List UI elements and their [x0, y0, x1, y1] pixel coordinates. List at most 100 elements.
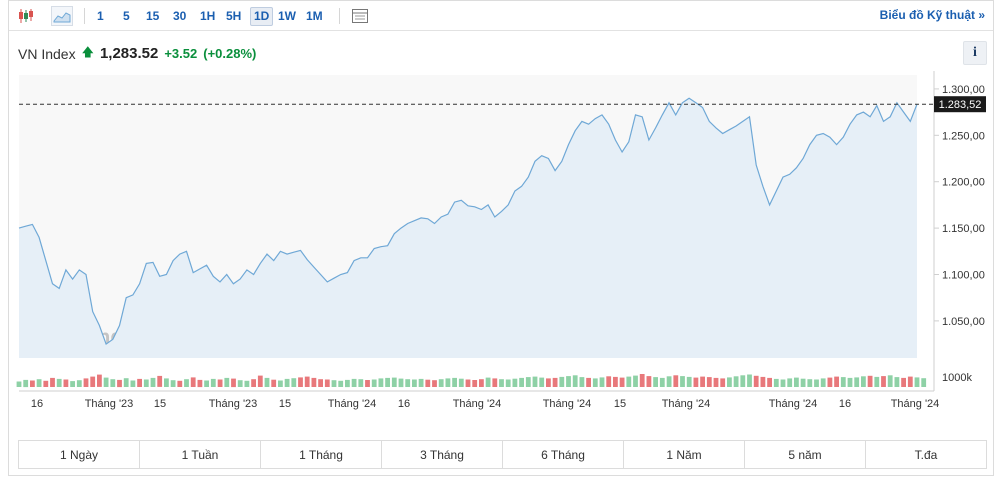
volume-bar — [90, 376, 96, 387]
volume-bar — [385, 377, 390, 387]
range-button[interactable]: 3 Tháng — [382, 441, 503, 468]
volume-bar — [646, 376, 652, 387]
volume-bar — [760, 376, 766, 387]
interval-1w[interactable]: 1W — [278, 9, 296, 23]
volume-bar — [123, 378, 129, 387]
volume-bar — [345, 379, 350, 388]
volume-bar — [16, 381, 22, 387]
price-area — [19, 98, 917, 358]
volume-bar — [110, 379, 116, 387]
volume-bar — [633, 375, 638, 387]
volume-bar — [204, 380, 209, 387]
volume-bar — [479, 379, 484, 387]
x-tick-label: Tháng '23 — [209, 398, 258, 410]
volume-axis-label: 1000k — [942, 372, 972, 384]
price-chart[interactable]: Investing.com1.283,521.050,001.100,001.1… — [9, 1, 993, 431]
volume-bar — [56, 378, 62, 387]
volume-bar — [63, 379, 69, 387]
x-tick-label: Tháng '24 — [453, 398, 502, 410]
volume-bar — [881, 376, 886, 387]
volume-bar — [901, 377, 906, 387]
interval-1m[interactable]: 1M — [306, 9, 323, 23]
volume-bar — [418, 378, 424, 387]
interval-1d[interactable]: 1D — [250, 7, 274, 26]
range-button[interactable]: 1 Năm — [624, 441, 745, 468]
volume-bar — [291, 378, 297, 387]
volume-bar — [867, 375, 873, 387]
volume-bar — [532, 376, 538, 387]
range-button[interactable]: 1 Tuần — [140, 441, 261, 468]
info-button[interactable]: i — [963, 41, 987, 65]
volume-bar — [914, 377, 920, 387]
volume-bar — [861, 376, 866, 387]
volume-bar — [23, 379, 29, 388]
volume-bar — [733, 376, 739, 387]
volume-bar — [680, 376, 685, 387]
volume-bar — [257, 375, 263, 387]
volume-bar — [686, 376, 692, 387]
volume-bar — [814, 379, 819, 387]
volume-bar — [800, 378, 806, 387]
volume-bar — [97, 374, 102, 387]
volume-bar — [331, 380, 337, 387]
interval-1[interactable]: 1 — [97, 9, 104, 23]
volume-bar — [70, 381, 75, 387]
volume-bar — [318, 379, 323, 387]
volume-bar — [36, 379, 42, 387]
instrument-name: VN Index — [18, 45, 76, 62]
current-price-label: 1.283,52 — [939, 99, 982, 111]
interval-5h[interactable]: 5H — [226, 9, 242, 23]
range-button[interactable]: T.đa — [914, 447, 938, 462]
volume-bar — [794, 377, 799, 387]
volume-bar — [700, 376, 705, 387]
volume-bar — [773, 378, 779, 387]
candlestick-icon[interactable] — [15, 6, 37, 26]
volume-bar — [412, 379, 417, 387]
range-button[interactable]: 6 Tháng — [503, 441, 624, 468]
volume-bar — [170, 380, 176, 387]
volume-bar — [244, 380, 250, 387]
y-tick-label: 1.300,00 — [942, 84, 985, 96]
volume-bar — [231, 378, 236, 388]
technical-chart-link[interactable]: Biểu đồ Kỹ thuật » — [879, 8, 985, 22]
volume-bar — [210, 378, 216, 387]
volume-bar — [747, 374, 752, 387]
interval-15[interactable]: 15 — [146, 9, 160, 23]
volume-bar — [324, 379, 330, 387]
volume-bar — [43, 380, 49, 387]
volume-bar — [278, 380, 283, 387]
area-chart-icon[interactable] — [51, 6, 73, 26]
volume-bar — [673, 375, 679, 387]
volume-bar — [840, 377, 846, 387]
volume-bar — [887, 375, 893, 387]
up-arrow-icon: 🡅 — [81, 45, 94, 59]
volume-bar — [492, 378, 498, 387]
toolbar-divider — [339, 8, 340, 24]
interval-30[interactable]: 30 — [173, 9, 187, 23]
price-change-percent: (+0.28%) — [203, 46, 257, 61]
y-tick-label: 1.200,00 — [942, 177, 985, 189]
volume-bar — [559, 376, 565, 387]
indicators-icon[interactable] — [349, 6, 371, 26]
volume-bar — [251, 379, 256, 387]
time-range-bar: 1 Ngày 1 Tuần 1 Tháng 3 Tháng 6 Tháng 1 Năm 5 … — [18, 440, 987, 469]
volume-bar — [639, 374, 645, 387]
volume-bar — [130, 380, 136, 387]
volume-bar — [613, 376, 618, 387]
interval-5[interactable]: 5 — [123, 9, 130, 23]
volume-bar — [599, 377, 605, 387]
interval-1h[interactable]: 1H — [200, 9, 216, 23]
x-tick-label: 16 — [398, 398, 410, 410]
volume-bar — [425, 379, 431, 387]
volume-bar — [485, 377, 491, 387]
volume-bar — [76, 380, 82, 387]
volume-bar — [351, 378, 357, 387]
volume-bar — [713, 377, 719, 387]
range-button[interactable]: 5 năm — [745, 441, 866, 468]
volume-bar — [378, 378, 384, 387]
volume-bar — [787, 378, 793, 387]
range-button[interactable]: 1 Tháng — [261, 441, 382, 468]
volume-bar — [653, 377, 658, 387]
x-tick-label: Tháng '24 — [891, 398, 940, 410]
range-button[interactable]: 1 Ngày — [19, 441, 140, 468]
